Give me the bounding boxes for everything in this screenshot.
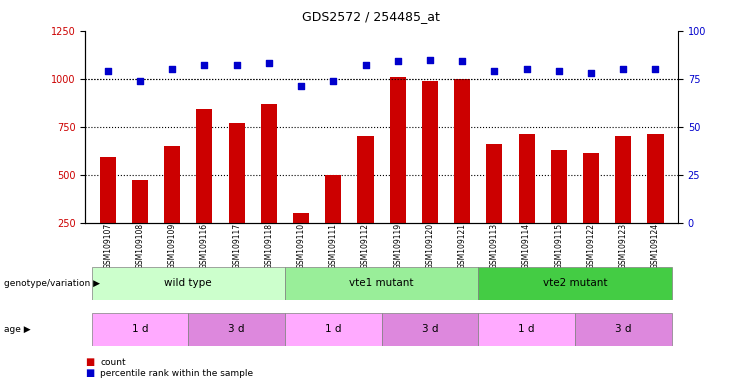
Text: 3 d: 3 d xyxy=(422,324,438,334)
Point xyxy=(166,66,178,72)
Text: 3 d: 3 d xyxy=(615,324,631,334)
Text: genotype/variation ▶: genotype/variation ▶ xyxy=(4,279,100,288)
Text: GSM109107: GSM109107 xyxy=(103,223,113,269)
Text: GDS2572 / 254485_at: GDS2572 / 254485_at xyxy=(302,10,439,23)
Bar xyxy=(165,146,180,223)
Bar xyxy=(92,313,188,346)
Text: 1 d: 1 d xyxy=(132,324,148,334)
Bar xyxy=(583,152,599,223)
Text: vte2 mutant: vte2 mutant xyxy=(542,278,607,288)
Text: GSM109110: GSM109110 xyxy=(296,223,305,269)
Bar xyxy=(132,180,148,223)
Bar xyxy=(357,136,373,223)
Text: GSM109116: GSM109116 xyxy=(200,223,209,269)
Point xyxy=(617,66,629,72)
Point xyxy=(328,78,339,84)
Point xyxy=(199,62,210,68)
Text: GSM109119: GSM109119 xyxy=(393,223,402,269)
Point xyxy=(585,70,597,76)
Bar xyxy=(382,313,478,346)
Bar xyxy=(188,313,285,346)
Point xyxy=(488,68,500,74)
Text: 1 d: 1 d xyxy=(325,324,342,334)
Bar xyxy=(228,123,245,223)
Point xyxy=(102,68,113,74)
Text: 3 d: 3 d xyxy=(228,324,245,334)
Bar xyxy=(293,213,309,223)
Point xyxy=(230,62,242,68)
Bar xyxy=(285,313,382,346)
Point xyxy=(424,56,436,63)
Point xyxy=(521,66,533,72)
Bar xyxy=(575,313,671,346)
Bar xyxy=(486,144,502,223)
Text: count: count xyxy=(100,358,126,367)
Point xyxy=(456,58,468,65)
Bar xyxy=(196,109,213,223)
Text: GSM109111: GSM109111 xyxy=(329,223,338,269)
Text: GSM109114: GSM109114 xyxy=(522,223,531,269)
Point xyxy=(650,66,662,72)
Text: GSM109108: GSM109108 xyxy=(136,223,144,269)
Text: wild type: wild type xyxy=(165,278,212,288)
Text: GSM109121: GSM109121 xyxy=(458,223,467,269)
Bar xyxy=(92,267,285,300)
Text: age ▶: age ▶ xyxy=(4,325,30,334)
Text: ■: ■ xyxy=(85,357,94,367)
Bar xyxy=(422,81,438,223)
Text: percentile rank within the sample: percentile rank within the sample xyxy=(100,369,253,378)
Text: GSM109123: GSM109123 xyxy=(619,223,628,269)
Point xyxy=(392,58,404,65)
Text: 1 d: 1 d xyxy=(519,324,535,334)
Point xyxy=(263,60,275,66)
Bar xyxy=(100,157,116,223)
Point xyxy=(553,68,565,74)
Bar xyxy=(551,150,567,223)
Bar xyxy=(325,175,342,223)
Bar xyxy=(648,134,663,223)
Bar xyxy=(390,77,406,223)
Bar xyxy=(261,104,277,223)
Bar xyxy=(478,313,575,346)
Text: vte1 mutant: vte1 mutant xyxy=(349,278,414,288)
Text: GSM109124: GSM109124 xyxy=(651,223,660,269)
Text: GSM109112: GSM109112 xyxy=(361,223,370,269)
Point xyxy=(359,62,371,68)
Text: GSM109117: GSM109117 xyxy=(232,223,241,269)
Bar xyxy=(454,79,471,223)
Text: GSM109122: GSM109122 xyxy=(587,223,596,269)
Bar xyxy=(519,134,535,223)
Text: GSM109109: GSM109109 xyxy=(167,223,176,269)
Text: GSM109113: GSM109113 xyxy=(490,223,499,269)
Bar xyxy=(615,136,631,223)
Bar xyxy=(285,267,478,300)
Text: GSM109115: GSM109115 xyxy=(554,223,563,269)
Point xyxy=(295,83,307,89)
Bar xyxy=(478,267,671,300)
Text: GSM109120: GSM109120 xyxy=(425,223,434,269)
Text: ■: ■ xyxy=(85,368,94,378)
Text: GSM109118: GSM109118 xyxy=(265,223,273,269)
Point xyxy=(134,78,146,84)
